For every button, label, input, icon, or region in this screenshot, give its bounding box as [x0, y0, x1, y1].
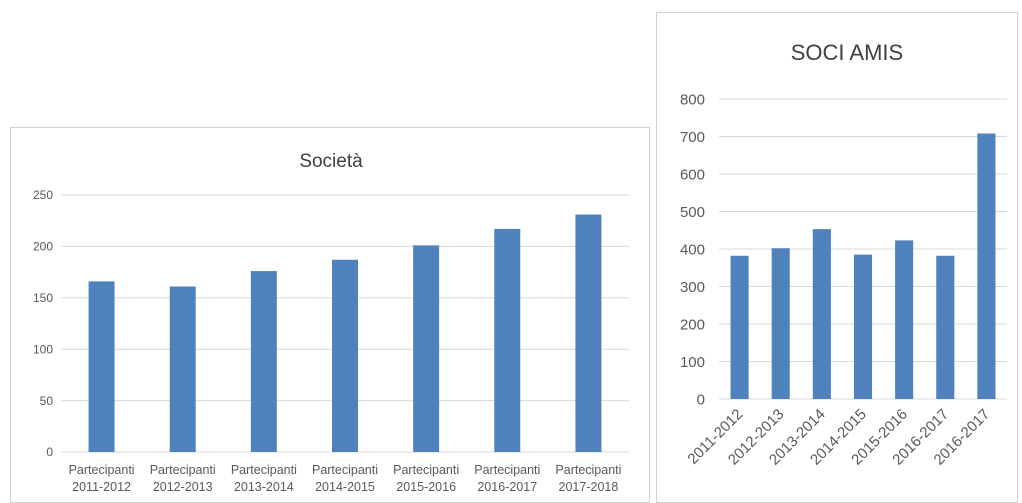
- bar: [730, 255, 749, 399]
- y-tick-label: 100: [680, 354, 705, 371]
- bar: [895, 240, 914, 399]
- bar: [771, 248, 790, 399]
- x-tick-label: 2017-2018: [559, 480, 619, 494]
- y-tick-label: 0: [46, 445, 53, 459]
- y-tick-label: 200: [33, 240, 53, 254]
- y-tick-label: 300: [680, 279, 705, 296]
- y-tick-label: 50: [40, 394, 54, 408]
- y-tick-label: 500: [680, 204, 705, 221]
- x-tick-label: 2016-2017: [477, 480, 537, 494]
- chart-societa: Società 0 50 100 150 200 250 Partecipanti 2011-2…: [33, 151, 629, 494]
- y-tick-label: 100: [33, 342, 53, 356]
- x-tick-label: Partecipanti: [312, 463, 378, 477]
- chart-soci-amis: SOCI AMIS01002003004005006007008002011-2…: [680, 40, 1007, 469]
- bar: [88, 281, 115, 452]
- bar: [812, 229, 831, 399]
- chart-soci-amis-panel: SOCI AMIS 0 100 200 300 400 500 600 700 800 2011-2…: [656, 12, 1018, 503]
- y-tick-label: 200: [680, 316, 705, 333]
- y-tick-label: 150: [33, 291, 53, 305]
- bar: [936, 255, 955, 399]
- bar: [250, 271, 277, 452]
- x-tick-label: Partecipanti: [150, 463, 216, 477]
- chart-title: Società: [299, 151, 363, 172]
- y-tick-label: 250: [33, 188, 53, 202]
- y-tick-label: 0: [697, 391, 705, 408]
- x-tick-label: Partecipanti: [69, 463, 135, 477]
- chart-societa-panel: Società 0 50 100 150 200 250 Partecipanti 2011-2…: [10, 127, 650, 503]
- y-tick-label: 600: [680, 166, 705, 183]
- x-tick-label: 2011-2012: [72, 480, 131, 494]
- x-tick-label: Partecipanti: [555, 463, 621, 477]
- x-tick-label: Partecipanti: [231, 463, 297, 477]
- x-tick-label: 2015-2016: [396, 480, 456, 494]
- bar: [977, 133, 996, 399]
- y-tick-label: 700: [680, 129, 705, 146]
- bar: [575, 214, 602, 452]
- x-tick-label: 2013-2014: [234, 480, 294, 494]
- y-tick-label: 800: [680, 91, 705, 108]
- bar: [169, 286, 196, 452]
- bar: [413, 245, 440, 452]
- bar: [853, 254, 873, 399]
- chart-title: SOCI AMIS: [791, 40, 903, 65]
- bar: [332, 259, 358, 452]
- y-tick-label: 400: [680, 241, 705, 258]
- x-tick-label: 2014-2015: [315, 480, 375, 494]
- bar: [494, 228, 521, 452]
- x-tick-label: Partecipanti: [474, 463, 540, 477]
- x-tick-label: 2012-2013: [153, 480, 213, 494]
- x-tick-label: Partecipanti: [393, 463, 459, 477]
